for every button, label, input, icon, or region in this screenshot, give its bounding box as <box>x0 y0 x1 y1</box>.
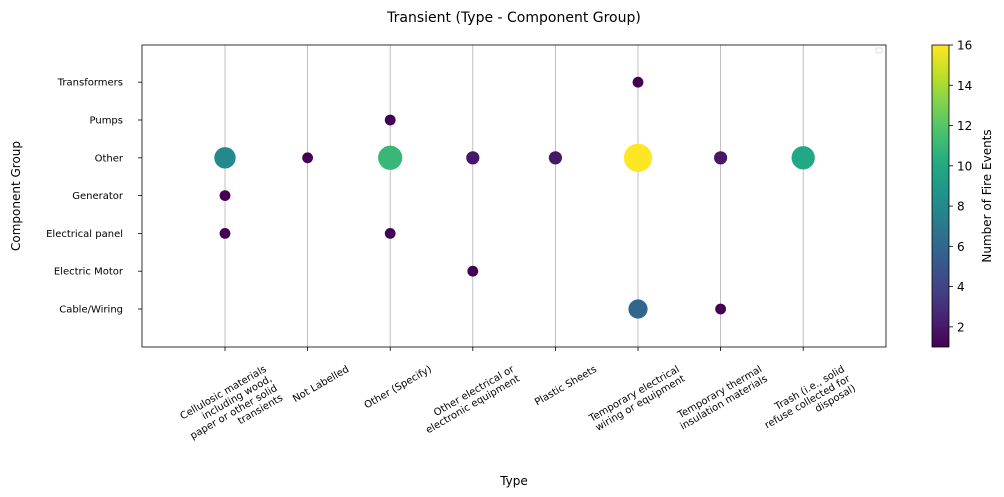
data-point <box>384 228 396 239</box>
colorbar-tick-label: 12 <box>957 119 972 133</box>
y-tick-label: Electric Motor <box>54 267 124 278</box>
data-point <box>791 146 815 170</box>
data-point <box>466 151 480 165</box>
data-point <box>632 76 644 88</box>
data-point <box>628 299 648 319</box>
data-point <box>378 145 403 170</box>
colorbar-tick-label: 16 <box>957 39 972 53</box>
colorbar-tick-label: 10 <box>957 159 972 173</box>
data-point <box>715 303 726 315</box>
x-axis-ticks: Cellulosic materialsincluding wood,paper… <box>177 347 859 451</box>
data-point <box>384 114 396 126</box>
y-tick-label: Electrical panel <box>46 229 123 240</box>
scatter-points <box>214 76 815 319</box>
y-axis-label: Component Group <box>9 141 23 251</box>
legend-box <box>875 47 883 54</box>
data-point <box>713 151 728 165</box>
colorbar-tick-label: 2 <box>957 320 965 334</box>
data-point <box>548 151 563 165</box>
y-tick-label: Pumps <box>90 116 124 127</box>
data-point <box>467 265 479 277</box>
x-tick-label: Not Labelled <box>291 364 351 405</box>
x-tick-label: Cellulosic materialsincluding wood,paper… <box>177 364 285 451</box>
colorbar <box>931 44 950 348</box>
x-tick-label: Temporary electricalwiring or equipment <box>587 364 687 435</box>
colorbar-ticks: 2 4 6 8 10 12 14 16 <box>949 39 972 334</box>
plot-area <box>141 44 887 348</box>
colorbar-tick-label: 4 <box>957 280 965 294</box>
data-point <box>623 143 653 172</box>
y-tick-label: Transformers <box>57 78 123 89</box>
data-point <box>219 228 231 239</box>
y-tick-label: Generator <box>72 191 124 202</box>
grid-lines <box>224 45 804 347</box>
x-tick-label: Temporary thermalinsulation materials <box>673 364 770 432</box>
x-tick-label: Other electrical orelectronic equipment <box>419 364 523 437</box>
x-tick-label: Trash (i.e., solidrefuse collected fordi… <box>758 364 859 441</box>
data-point <box>219 190 231 202</box>
colorbar-tick-label: 6 <box>957 240 965 254</box>
x-tick-label: Plastic Sheets <box>533 364 599 408</box>
x-tick-label: Other (Specify) <box>363 364 434 411</box>
y-axis-ticks: Cable/Wiring Electric Motor Electrical pan… <box>46 78 142 316</box>
y-tick-label: Cable/Wiring <box>59 305 123 316</box>
chart-title: Transient (Type - Component Group) <box>386 10 641 26</box>
data-point <box>214 147 236 169</box>
x-axis-label: Type <box>499 474 528 488</box>
colorbar-label: Number of Fire Events <box>980 129 994 262</box>
colorbar-tick-label: 8 <box>957 200 965 214</box>
colorbar-tick-label: 14 <box>957 79 972 93</box>
y-tick-label: Other <box>95 153 124 164</box>
data-point <box>302 152 313 164</box>
